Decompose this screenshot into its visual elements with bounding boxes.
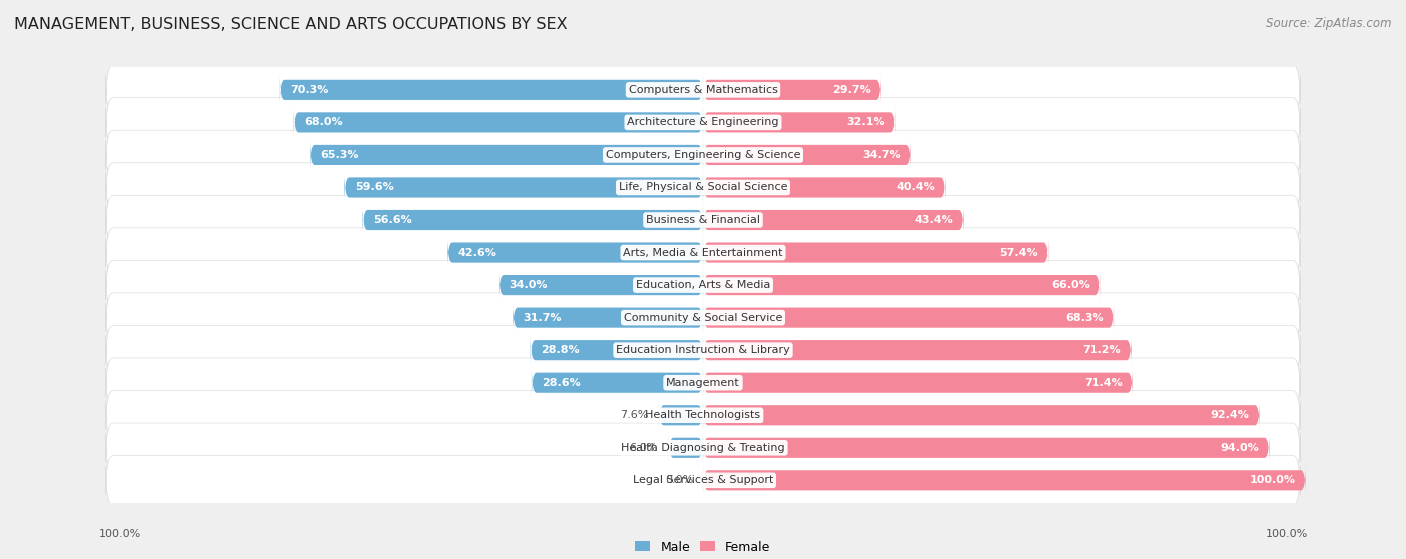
FancyBboxPatch shape bbox=[105, 98, 1301, 147]
FancyBboxPatch shape bbox=[311, 139, 703, 171]
FancyBboxPatch shape bbox=[513, 302, 703, 334]
Text: 59.6%: 59.6% bbox=[354, 182, 394, 192]
Text: Business & Financial: Business & Financial bbox=[645, 215, 761, 225]
Text: Education Instruction & Library: Education Instruction & Library bbox=[616, 345, 790, 355]
Text: 68.0%: 68.0% bbox=[304, 117, 343, 127]
FancyBboxPatch shape bbox=[105, 260, 1301, 310]
FancyBboxPatch shape bbox=[105, 130, 1301, 179]
FancyBboxPatch shape bbox=[703, 432, 1270, 464]
FancyBboxPatch shape bbox=[703, 106, 896, 138]
Text: 66.0%: 66.0% bbox=[1052, 280, 1090, 290]
FancyBboxPatch shape bbox=[447, 236, 703, 268]
Text: Legal Services & Support: Legal Services & Support bbox=[633, 475, 773, 485]
Text: 34.7%: 34.7% bbox=[862, 150, 901, 160]
Text: 92.4%: 92.4% bbox=[1211, 410, 1250, 420]
Text: 32.1%: 32.1% bbox=[846, 117, 884, 127]
Text: 28.8%: 28.8% bbox=[541, 345, 579, 355]
FancyBboxPatch shape bbox=[105, 195, 1301, 245]
FancyBboxPatch shape bbox=[499, 269, 703, 301]
FancyBboxPatch shape bbox=[703, 367, 1133, 399]
FancyBboxPatch shape bbox=[105, 391, 1301, 440]
FancyBboxPatch shape bbox=[105, 163, 1301, 212]
FancyBboxPatch shape bbox=[531, 367, 703, 399]
Text: 65.3%: 65.3% bbox=[321, 150, 359, 160]
Text: 71.4%: 71.4% bbox=[1084, 378, 1122, 388]
FancyBboxPatch shape bbox=[105, 423, 1301, 472]
Text: Community & Social Service: Community & Social Service bbox=[624, 312, 782, 323]
Text: Architecture & Engineering: Architecture & Engineering bbox=[627, 117, 779, 127]
Legend: Male, Female: Male, Female bbox=[636, 541, 770, 553]
Text: 42.6%: 42.6% bbox=[457, 248, 496, 258]
FancyBboxPatch shape bbox=[703, 465, 1306, 496]
FancyBboxPatch shape bbox=[344, 172, 703, 203]
Text: 68.3%: 68.3% bbox=[1066, 312, 1104, 323]
Text: 7.6%: 7.6% bbox=[620, 410, 648, 420]
Text: Arts, Media & Entertainment: Arts, Media & Entertainment bbox=[623, 248, 783, 258]
Text: 94.0%: 94.0% bbox=[1220, 443, 1260, 453]
FancyBboxPatch shape bbox=[105, 293, 1301, 342]
Text: 56.6%: 56.6% bbox=[373, 215, 412, 225]
Text: Management: Management bbox=[666, 378, 740, 388]
Text: 34.0%: 34.0% bbox=[509, 280, 548, 290]
Text: Computers & Mathematics: Computers & Mathematics bbox=[628, 85, 778, 95]
FancyBboxPatch shape bbox=[105, 358, 1301, 408]
FancyBboxPatch shape bbox=[105, 456, 1301, 505]
Text: 100.0%: 100.0% bbox=[1250, 475, 1295, 485]
Text: 43.4%: 43.4% bbox=[914, 215, 953, 225]
Text: Health Diagnosing & Treating: Health Diagnosing & Treating bbox=[621, 443, 785, 453]
Text: 6.0%: 6.0% bbox=[630, 443, 658, 453]
FancyBboxPatch shape bbox=[703, 302, 1114, 334]
FancyBboxPatch shape bbox=[659, 399, 703, 431]
Text: MANAGEMENT, BUSINESS, SCIENCE AND ARTS OCCUPATIONS BY SEX: MANAGEMENT, BUSINESS, SCIENCE AND ARTS O… bbox=[14, 17, 568, 32]
Text: 0.0%: 0.0% bbox=[665, 475, 695, 485]
FancyBboxPatch shape bbox=[703, 269, 1101, 301]
Text: 57.4%: 57.4% bbox=[1000, 248, 1038, 258]
Text: 28.6%: 28.6% bbox=[543, 378, 581, 388]
Text: 31.7%: 31.7% bbox=[523, 312, 562, 323]
FancyBboxPatch shape bbox=[105, 325, 1301, 375]
FancyBboxPatch shape bbox=[703, 399, 1260, 431]
FancyBboxPatch shape bbox=[703, 172, 945, 203]
Text: Source: ZipAtlas.com: Source: ZipAtlas.com bbox=[1267, 17, 1392, 30]
FancyBboxPatch shape bbox=[105, 65, 1301, 115]
FancyBboxPatch shape bbox=[703, 204, 963, 236]
Text: Life, Physical & Social Science: Life, Physical & Social Science bbox=[619, 182, 787, 192]
FancyBboxPatch shape bbox=[703, 139, 911, 171]
Text: Computers, Engineering & Science: Computers, Engineering & Science bbox=[606, 150, 800, 160]
Text: 70.3%: 70.3% bbox=[290, 85, 329, 95]
FancyBboxPatch shape bbox=[703, 334, 1132, 366]
Text: 29.7%: 29.7% bbox=[832, 85, 870, 95]
Text: 40.4%: 40.4% bbox=[897, 182, 935, 192]
Text: Health Technologists: Health Technologists bbox=[645, 410, 761, 420]
FancyBboxPatch shape bbox=[668, 432, 703, 464]
Text: 100.0%: 100.0% bbox=[98, 529, 141, 539]
Text: 100.0%: 100.0% bbox=[1265, 529, 1308, 539]
FancyBboxPatch shape bbox=[363, 204, 703, 236]
Text: Education, Arts & Media: Education, Arts & Media bbox=[636, 280, 770, 290]
FancyBboxPatch shape bbox=[530, 334, 703, 366]
FancyBboxPatch shape bbox=[105, 228, 1301, 277]
FancyBboxPatch shape bbox=[294, 106, 703, 138]
Text: 71.2%: 71.2% bbox=[1083, 345, 1122, 355]
FancyBboxPatch shape bbox=[703, 74, 880, 106]
FancyBboxPatch shape bbox=[703, 236, 1049, 268]
FancyBboxPatch shape bbox=[280, 74, 703, 106]
